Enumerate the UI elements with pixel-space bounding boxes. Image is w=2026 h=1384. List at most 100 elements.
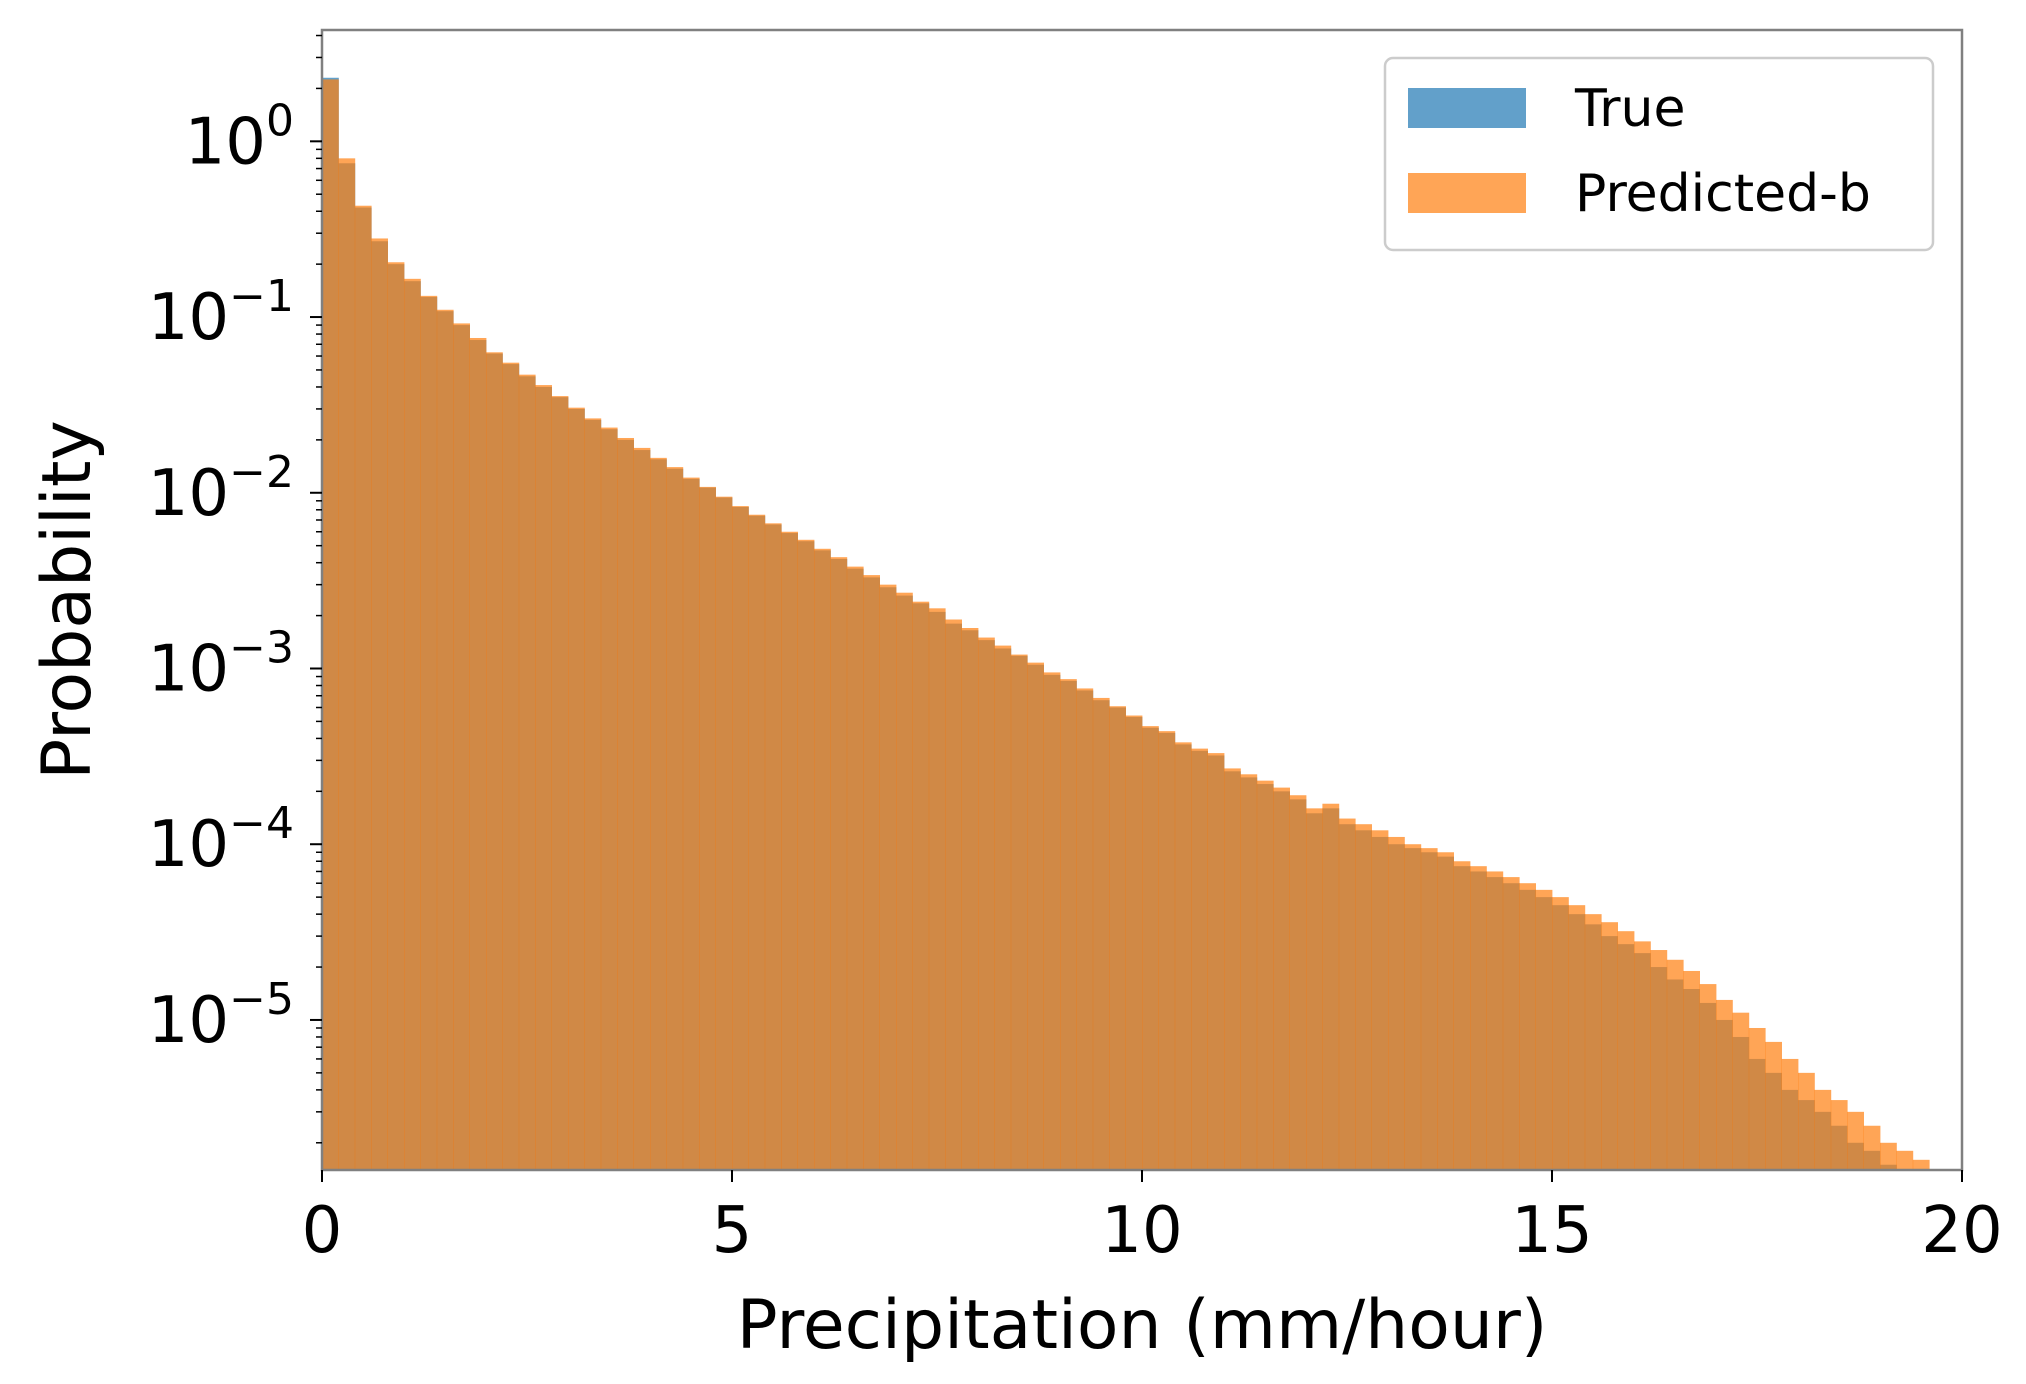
bar-predicted-b [354,205,372,1170]
bar-predicted-b [666,467,684,1170]
bar-predicted-b [1650,950,1668,1170]
legend-swatch-predicted-b [1408,173,1526,213]
y-tick-label: 10−2 [148,447,294,531]
bar-predicted-b [453,323,470,1171]
bar-predicted-b [1010,654,1028,1170]
bar-predicted-b [699,486,716,1170]
bar-predicted-b [896,592,913,1170]
bar-predicted-b [404,278,421,1170]
bar-predicted-b [1437,852,1454,1170]
bar-predicted-b [551,396,569,1170]
bar-predicted-b [961,628,979,1170]
bar-predicted-b [814,548,831,1170]
bar-predicted-b [994,645,1012,1170]
bar-predicted-b [1371,830,1389,1170]
x-tick-label: 5 [712,1194,753,1268]
bar-predicted-b [568,407,585,1171]
bar-predicted-b [1289,795,1307,1170]
bar-predicted-b [682,477,700,1170]
bar-predicted-b [1404,844,1422,1170]
bar-predicted-b [1420,848,1438,1170]
bar-predicted-b [1634,941,1651,1170]
bar-predicted-b [1748,1027,1766,1170]
bar-predicted-b [436,309,454,1170]
bar-predicted-b [1060,679,1077,1170]
x-axis: 0 5 10 15 20 [302,1170,2003,1268]
bar-predicted-b [1798,1072,1815,1170]
bar-predicted-b [1617,931,1635,1170]
bar-predicted-b [1470,866,1487,1170]
bar-predicted-b [518,374,536,1170]
bar-predicted-b [1027,662,1044,1170]
bar-predicted-b [1142,726,1159,1170]
bar-predicted-b [650,457,667,1170]
y-axis: 100 10−1 10−2 10−3 10−4 10−5 [148,34,322,1144]
bar-predicted-b [502,362,520,1170]
bar-predicted-b [830,557,848,1170]
bar-predicted-b [1535,889,1553,1170]
bar-predicted-b [1109,706,1126,1170]
bar-predicted-b [1388,836,1405,1170]
x-tick-label: 10 [1101,1194,1182,1268]
bar-predicted-b [1830,1100,1848,1170]
bar-predicted-b [1568,905,1586,1170]
bar-predicted-b [420,295,438,1170]
x-tick-label: 0 [302,1194,343,1268]
bar-predicted-b [486,352,503,1170]
bar-predicted-b [1092,697,1110,1170]
bar-predicted-b [1896,1150,1914,1170]
bar-predicted-b [1814,1089,1832,1170]
bar-predicted-b [1224,768,1241,1170]
bar-predicted-b [781,531,798,1170]
bar-predicted-b [1847,1111,1864,1170]
bar-predicted-b [1273,787,1290,1170]
bar-predicted-b [338,158,356,1171]
bar-predicted-b [879,584,897,1170]
bar-predicted-b [600,427,618,1170]
bar-predicted-b [978,637,995,1170]
bar-predicted-b [1552,897,1569,1170]
bar-predicted-b [1519,883,1536,1170]
bar-predicted-b [1191,748,1208,1170]
bar-predicted-b [928,608,946,1170]
bar-predicted-b [1322,803,1340,1170]
bar-predicted-b [1486,871,1504,1170]
bar-predicted-b [1699,984,1717,1170]
bar-predicted-b [1174,742,1192,1170]
legend-swatch-true [1408,88,1526,128]
bar-predicted-b [584,418,602,1170]
y-tick-label: 10−3 [148,622,294,706]
bar-predicted-b [1125,715,1143,1170]
x-tick-label: 20 [1921,1194,2002,1268]
bars-predicted-b-series [322,79,1930,1171]
bar-predicted-b [1240,774,1258,1170]
y-tick-label: 10−4 [148,798,294,882]
bar-predicted-b [1306,808,1323,1170]
bar-predicted-b [748,514,766,1170]
bar-predicted-b [945,619,962,1170]
bar-predicted-b [1666,959,1684,1170]
bar-predicted-b [1158,731,1176,1170]
bar-predicted-b [469,337,487,1171]
bar-predicted-b [764,523,782,1170]
bar-predicted-b [1880,1142,1897,1170]
bar-predicted-b [1355,824,1372,1170]
bar-predicted-b [1076,688,1094,1170]
y-axis-title: Probability [28,420,107,779]
bar-predicted-b [1781,1058,1799,1170]
bar-predicted-b [1043,672,1061,1170]
bar-predicted-b [1716,999,1733,1170]
bar-predicted-b [387,262,405,1171]
bar-predicted-b [846,566,864,1170]
bar-predicted-b [1453,861,1471,1170]
bar-predicted-b [912,601,930,1170]
bar-predicted-b [1601,922,1618,1170]
x-tick-label: 15 [1511,1194,1592,1268]
bar-predicted-b [1338,818,1356,1170]
legend-label-predicted-b: Predicted-b [1575,164,1871,224]
bar-predicted-b [1765,1041,1782,1170]
bar-predicted-b [535,385,552,1170]
bar-predicted-b [732,506,749,1170]
y-tick-label: 100 [185,95,294,179]
